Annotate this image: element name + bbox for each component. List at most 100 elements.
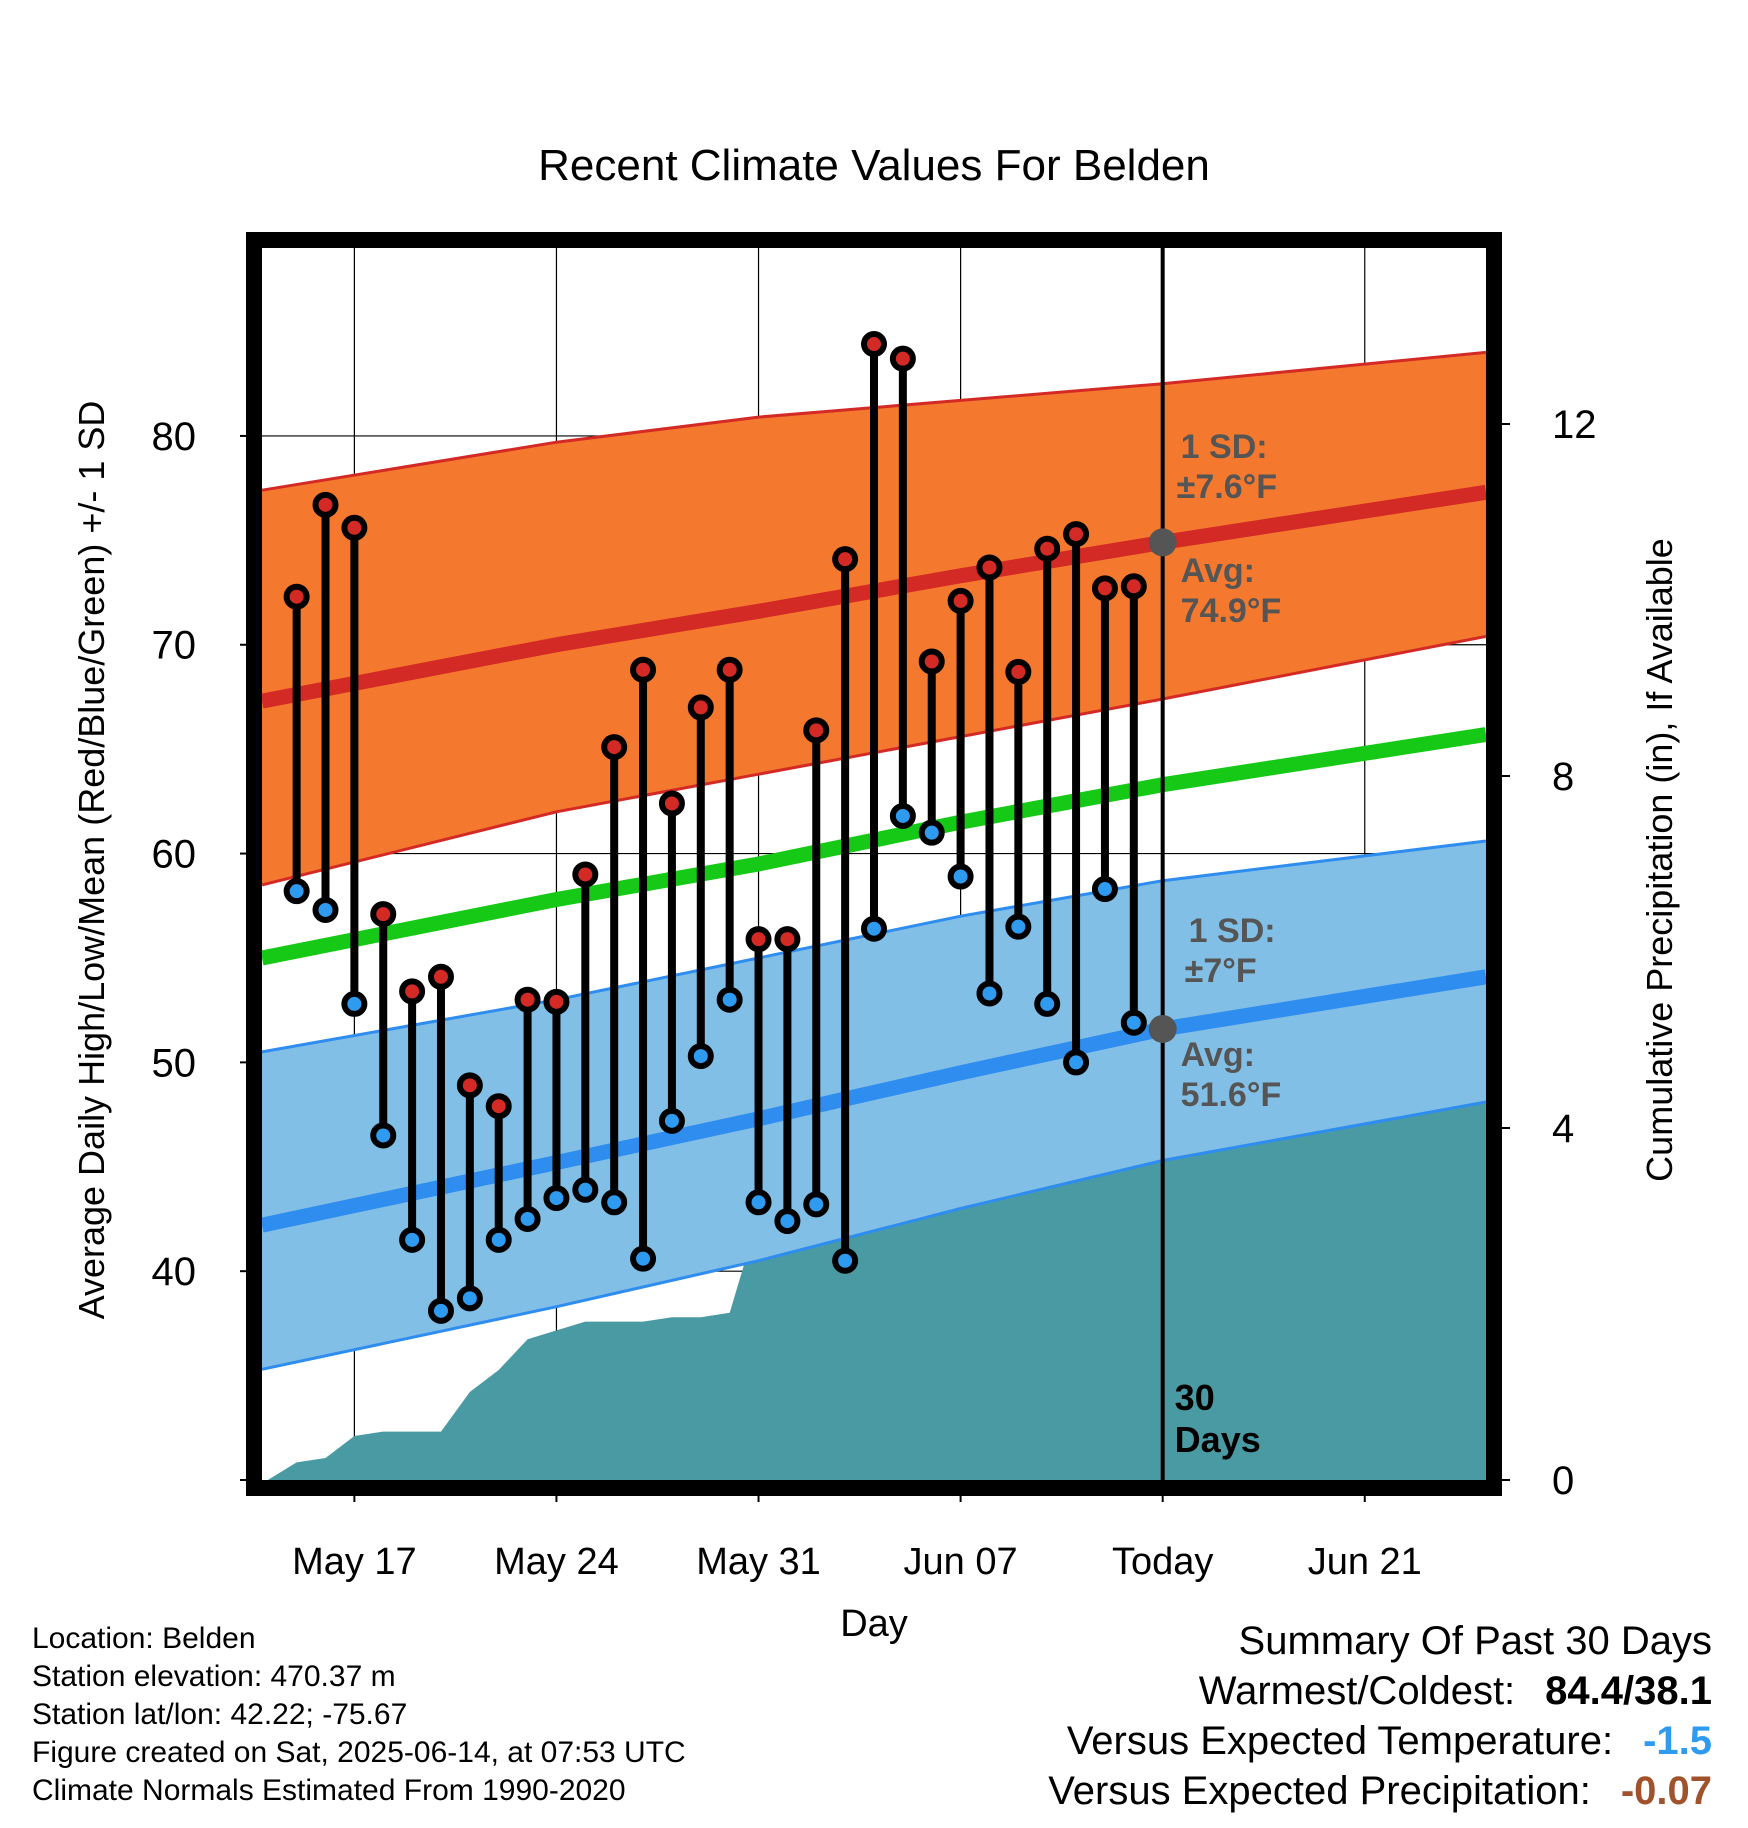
chart-title: Recent Climate Values For Belden xyxy=(538,141,1210,190)
x-tick-label: May 31 xyxy=(696,1541,821,1583)
daily-high-point xyxy=(889,345,916,372)
daily-high-point xyxy=(716,656,743,683)
daily-low-point xyxy=(658,1107,685,1134)
daily-high-point xyxy=(1120,573,1147,600)
daily-high-point xyxy=(485,1093,512,1120)
y-right-tick-label: 4 xyxy=(1552,1107,1574,1151)
daily-low-point xyxy=(601,1189,628,1216)
daily-low-point xyxy=(1005,913,1032,940)
window-days-number: 30 xyxy=(1175,1377,1215,1418)
daily-high-point xyxy=(543,988,570,1015)
daily-low-point xyxy=(716,986,743,1013)
daily-high-point xyxy=(687,694,714,721)
daily-high-point xyxy=(1034,535,1061,562)
daily-low-point xyxy=(341,990,368,1017)
y-left-tick-label: 70 xyxy=(152,624,197,668)
x-tick-label: Jun 21 xyxy=(1308,1541,1422,1583)
low-sd-lower-line xyxy=(261,1100,1487,1371)
daily-low-point xyxy=(456,1285,483,1312)
low-sd-band xyxy=(262,841,1486,1370)
daily-high-point xyxy=(341,514,368,541)
y-axis-left-label: Average Daily High/Low/Mean (Red/Blue/Gr… xyxy=(71,401,112,1320)
daily-high-point xyxy=(283,583,310,610)
daily-high-point xyxy=(658,790,685,817)
high-sd-lower-line xyxy=(261,634,1487,887)
location-text: Location: Belden xyxy=(32,1622,256,1655)
daily-low-point xyxy=(803,1191,830,1218)
today-high-avg-marker xyxy=(1148,528,1177,557)
created-text: Figure created on Sat, 2025-06-14, at 07… xyxy=(32,1736,686,1769)
low-sd-upper-line xyxy=(261,839,1487,1054)
daily-low-point xyxy=(312,896,339,923)
daily-high-point xyxy=(601,734,628,761)
high-avg-value: 74.9°F xyxy=(1181,592,1282,630)
daily-high-point xyxy=(803,717,830,744)
daily-low-point xyxy=(918,819,945,846)
daily-high-point xyxy=(976,554,1003,581)
daily-low-point xyxy=(745,1189,772,1216)
x-tick-label: May 24 xyxy=(494,1541,619,1583)
daily-low-point xyxy=(976,980,1003,1007)
daily-low-point xyxy=(1034,990,1061,1017)
precip-area xyxy=(267,1075,1487,1480)
normal-high-line xyxy=(260,484,1488,709)
station-info: Location: Belden Station elevation: 470.… xyxy=(32,1620,686,1810)
daily-low-point xyxy=(774,1208,801,1235)
daily-low-point xyxy=(1120,1009,1147,1036)
daily-high-point xyxy=(456,1072,483,1099)
temp-value: -1.5 xyxy=(1643,1719,1712,1763)
y-right-tick-label: 0 xyxy=(1552,1459,1574,1503)
normals-text: Climate Normals Estimated From 1990-2020 xyxy=(32,1774,626,1807)
x-tick-label: Today xyxy=(1112,1541,1213,1583)
high-avg-label: Avg: xyxy=(1181,552,1255,590)
latlon-text: Station lat/lon: 42.22; -75.67 xyxy=(32,1698,408,1731)
daily-high-point xyxy=(312,491,339,518)
precip-row: Versus Expected Precipitation: -0.07 xyxy=(1048,1766,1712,1816)
plot-frame xyxy=(246,232,1502,1496)
y-right-tick-label: 8 xyxy=(1552,755,1574,799)
daily-high-point xyxy=(427,963,454,990)
y-right-tick-label: 12 xyxy=(1552,403,1597,447)
y-left-tick-label: 50 xyxy=(152,1041,197,1085)
daily-high-point xyxy=(745,926,772,953)
precip-value: -0.07 xyxy=(1620,1769,1712,1813)
elevation-text: Station elevation: 470.37 m xyxy=(32,1660,396,1693)
daily-low-point xyxy=(1063,1049,1090,1076)
precip-label: Versus Expected Precipitation: xyxy=(1048,1769,1591,1813)
temp-label: Versus Expected Temperature: xyxy=(1066,1719,1614,1763)
daily-low-point xyxy=(630,1245,657,1272)
daily-high-point xyxy=(370,901,397,928)
x-axis-label: Day xyxy=(840,1603,908,1645)
warmest-coldest-value: 84.4/38.1 xyxy=(1545,1669,1712,1713)
y-left-tick-label: 40 xyxy=(152,1250,197,1294)
high-sd-upper-line xyxy=(261,350,1487,492)
y-axis-right-label: Cumulative Precipitation (in), If Availa… xyxy=(1639,538,1680,1182)
low-avg-label: Avg: xyxy=(1181,1036,1255,1074)
daily-high-point xyxy=(1005,658,1032,685)
daily-high-point xyxy=(514,986,541,1013)
normal-mean-line xyxy=(260,727,1488,966)
high-sd-label: 1 SD: xyxy=(1181,428,1268,466)
daily-high-point xyxy=(1063,521,1090,548)
low-avg-value: 51.6°F xyxy=(1181,1076,1282,1114)
y-left-tick-label: 60 xyxy=(152,833,197,877)
daily-high-point xyxy=(861,331,887,358)
summary-title: Summary Of Past 30 Days xyxy=(1238,1619,1712,1663)
warmest-coldest-label: Warmest/Coldest: xyxy=(1198,1669,1516,1713)
window-days-unit: Days xyxy=(1175,1419,1261,1460)
daily-high-point xyxy=(774,926,801,953)
daily-low-point xyxy=(572,1176,599,1203)
normal-low-line xyxy=(260,969,1488,1233)
daily-high-point xyxy=(1091,575,1118,602)
daily-high-point xyxy=(832,546,859,573)
x-tick-label: May 17 xyxy=(292,1541,417,1583)
daily-high-point xyxy=(947,587,974,614)
daily-low-point xyxy=(889,802,916,829)
daily-low-point xyxy=(861,915,887,942)
daily-low-point xyxy=(514,1205,541,1232)
high-sd-value: ±7.6°F xyxy=(1177,468,1277,506)
daily-low-point xyxy=(687,1043,714,1070)
daily-low-point xyxy=(370,1122,397,1149)
